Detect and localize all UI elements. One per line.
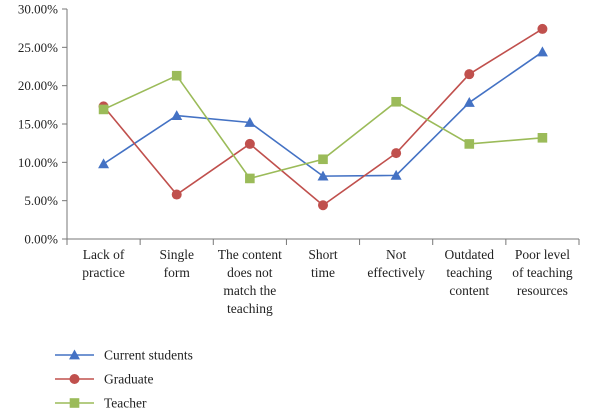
x-category-label: Lack of practice bbox=[82, 247, 125, 280]
data-point bbox=[98, 104, 109, 115]
data-point bbox=[390, 169, 402, 180]
legend-item: Current students bbox=[55, 348, 193, 363]
data-point bbox=[318, 200, 328, 211]
data-point bbox=[317, 170, 329, 181]
data-point bbox=[244, 116, 256, 127]
y-axis: 0.00% 5.00% 10.00% 15.00% 20.00% 25.00% 30.00% bbox=[18, 2, 68, 247]
data-point bbox=[464, 69, 475, 80]
legend-item: Teacher bbox=[55, 396, 147, 411]
series-current-students bbox=[98, 46, 548, 181]
data-point bbox=[245, 173, 255, 184]
series-layer bbox=[98, 23, 548, 211]
y-tick-label: 25.00% bbox=[18, 40, 58, 55]
data-point bbox=[318, 154, 328, 165]
data-point bbox=[536, 46, 548, 57]
x-category-label: Short time bbox=[308, 247, 338, 280]
legend-label: Current students bbox=[104, 348, 193, 363]
data-point bbox=[244, 138, 255, 149]
data-point bbox=[537, 133, 548, 143]
y-tick-label: 15.00% bbox=[18, 117, 58, 132]
data-point bbox=[391, 148, 402, 159]
legend-item: Graduate bbox=[55, 372, 153, 387]
y-tick-label: 10.00% bbox=[18, 155, 58, 170]
legend-marker bbox=[69, 349, 80, 360]
y-tick-label: 5.00% bbox=[24, 193, 58, 208]
data-point bbox=[391, 96, 401, 107]
y-tick-label: 30.00% bbox=[18, 2, 58, 17]
x-category-label: Not effectively bbox=[367, 247, 425, 280]
legend-marker bbox=[69, 398, 80, 408]
x-axis: Lack of practice Single form The content does… bbox=[66, 238, 580, 316]
x-category-label: Single form bbox=[159, 247, 194, 280]
legend-marker bbox=[69, 374, 80, 384]
data-point bbox=[464, 139, 475, 149]
y-tick-label: 20.00% bbox=[18, 78, 58, 93]
data-point bbox=[463, 97, 475, 107]
legend-label: Graduate bbox=[104, 372, 153, 387]
data-point bbox=[537, 23, 548, 34]
data-point bbox=[171, 189, 182, 200]
x-category-label: Poor level of teaching resources bbox=[512, 247, 573, 298]
series-teacher bbox=[98, 70, 548, 184]
x-category-label: Outdated teaching content bbox=[445, 247, 495, 298]
y-tick-label: 0.00% bbox=[24, 232, 58, 247]
data-point bbox=[98, 158, 110, 169]
data-point bbox=[171, 70, 182, 81]
data-point bbox=[171, 110, 183, 120]
legend: Current students Graduate Teacher bbox=[55, 348, 193, 411]
series-graduate bbox=[98, 23, 548, 211]
x-category-label: The content does not match the teaching bbox=[218, 247, 282, 316]
legend-label: Teacher bbox=[104, 396, 147, 411]
